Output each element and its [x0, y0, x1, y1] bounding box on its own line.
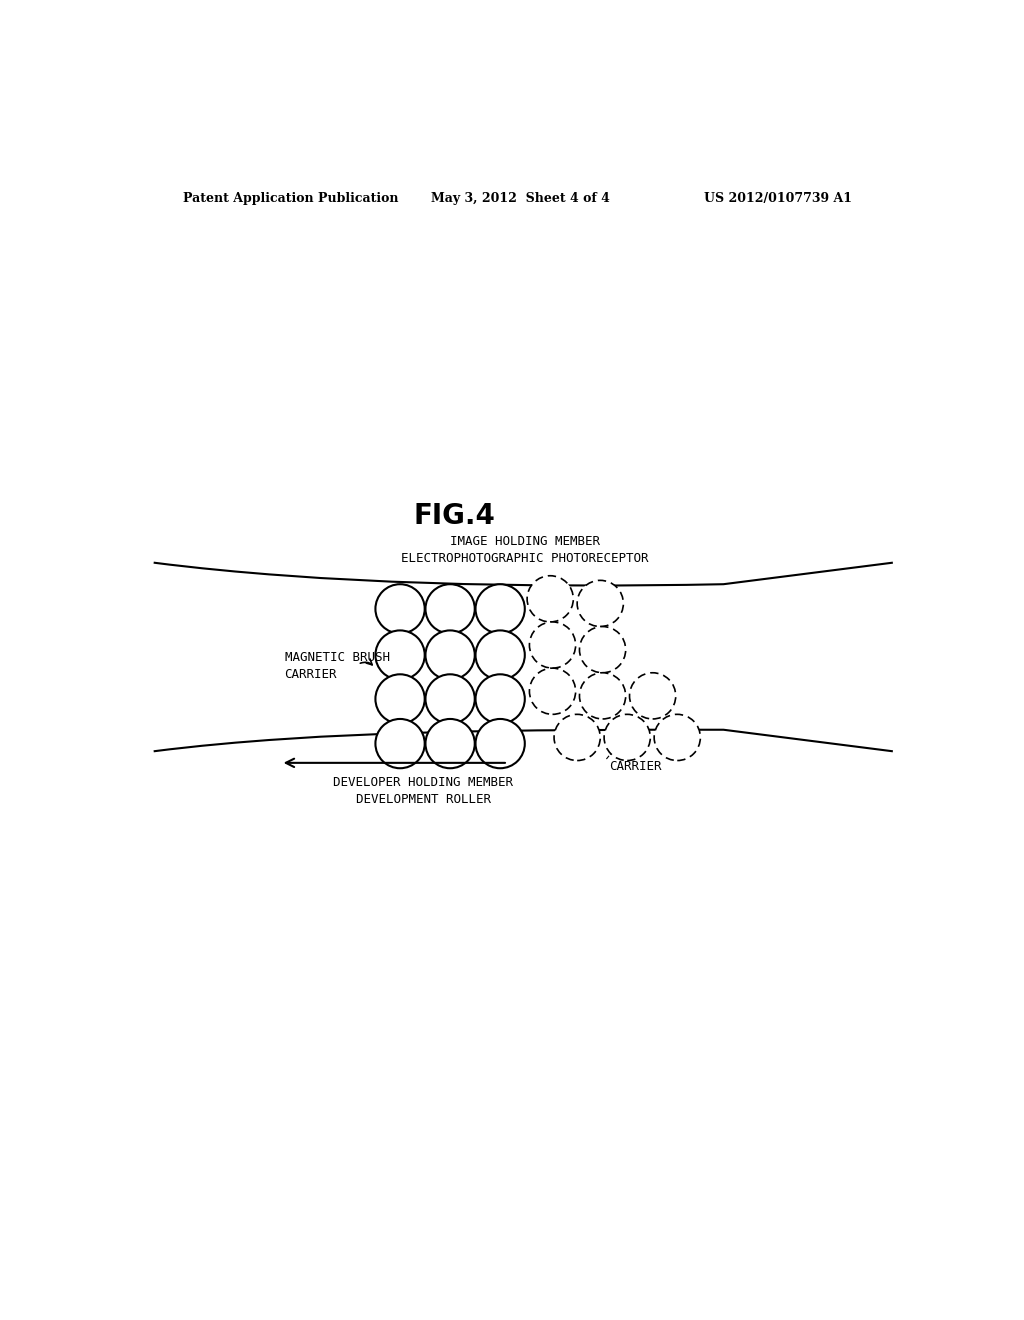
- Circle shape: [529, 668, 575, 714]
- Circle shape: [527, 576, 573, 622]
- Circle shape: [376, 585, 425, 634]
- Circle shape: [475, 585, 525, 634]
- Circle shape: [425, 585, 475, 634]
- Circle shape: [425, 719, 475, 768]
- Text: ELECTROPHOTOGRAPHIC PHOTORECEPTOR: ELECTROPHOTOGRAPHIC PHOTORECEPTOR: [401, 552, 648, 565]
- Circle shape: [554, 714, 600, 760]
- Circle shape: [425, 631, 475, 680]
- Circle shape: [376, 631, 425, 680]
- Circle shape: [580, 673, 626, 719]
- Text: MAGNETIC BRUSH: MAGNETIC BRUSH: [285, 651, 389, 664]
- Text: FIG.4: FIG.4: [413, 503, 495, 531]
- Text: US 2012/0107739 A1: US 2012/0107739 A1: [705, 191, 852, 205]
- Text: CARRIER: CARRIER: [609, 760, 662, 774]
- Text: DEVELOPER HOLDING MEMBER: DEVELOPER HOLDING MEMBER: [333, 776, 513, 788]
- Text: IMAGE HOLDING MEMBER: IMAGE HOLDING MEMBER: [450, 536, 600, 548]
- Text: May 3, 2012  Sheet 4 of 4: May 3, 2012 Sheet 4 of 4: [431, 191, 609, 205]
- Circle shape: [578, 581, 624, 627]
- Circle shape: [475, 719, 525, 768]
- Circle shape: [630, 673, 676, 719]
- Text: CARRIER: CARRIER: [285, 668, 337, 681]
- Circle shape: [475, 675, 525, 723]
- Circle shape: [580, 627, 626, 673]
- Circle shape: [425, 675, 475, 723]
- Circle shape: [376, 675, 425, 723]
- Circle shape: [604, 714, 650, 760]
- Text: Patent Application Publication: Patent Application Publication: [183, 191, 398, 205]
- Circle shape: [376, 719, 425, 768]
- Circle shape: [529, 622, 575, 668]
- Circle shape: [654, 714, 700, 760]
- Circle shape: [475, 631, 525, 680]
- Text: DEVELOPMENT ROLLER: DEVELOPMENT ROLLER: [355, 792, 490, 805]
